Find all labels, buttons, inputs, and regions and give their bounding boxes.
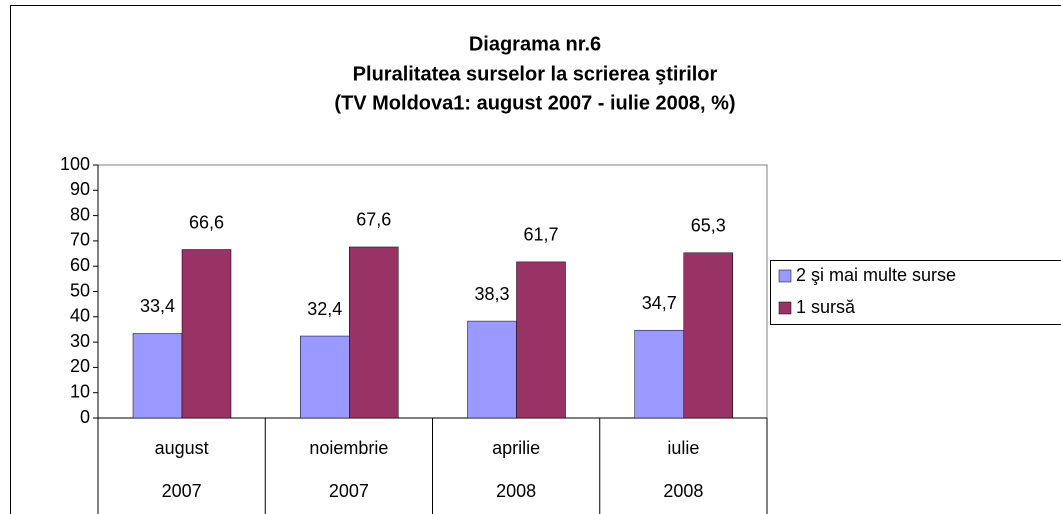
x-tick-label-year: 2008 xyxy=(663,481,703,501)
data-label: 61,7 xyxy=(523,225,558,245)
x-tick-label: aprilie xyxy=(492,438,540,458)
bar xyxy=(349,246,399,419)
y-tick-label: 80 xyxy=(70,204,90,224)
bar xyxy=(132,333,183,419)
bar xyxy=(516,261,566,419)
legend xyxy=(770,260,1061,325)
bar xyxy=(181,249,232,419)
data-label: 38,3 xyxy=(474,284,509,304)
y-tick-label: 30 xyxy=(70,331,90,351)
y-tick-label: 0 xyxy=(80,407,90,427)
x-tick-label-year: 2007 xyxy=(329,481,369,501)
y-tick-label: 60 xyxy=(70,255,90,275)
data-label: 33,4 xyxy=(140,296,175,316)
bar xyxy=(467,320,517,419)
bar xyxy=(300,335,350,419)
chart-subtitle: (TV Moldova1: august 2007 - iulie 2008, … xyxy=(334,92,735,114)
y-tick-label: 10 xyxy=(70,381,90,401)
x-tick-label: august xyxy=(155,438,209,458)
bar xyxy=(634,329,684,419)
data-label: 66,6 xyxy=(189,212,224,232)
legend-label: 2 şi mai multe surse xyxy=(796,265,956,285)
legend-swatch xyxy=(778,269,792,283)
y-tick-label: 40 xyxy=(70,306,90,326)
data-label: 67,6 xyxy=(356,210,391,230)
y-tick-label: 20 xyxy=(70,356,90,376)
x-tick-label: noiembrie xyxy=(309,438,388,458)
chart-subtitle: Pluralitatea surselor la scrierea ştiril… xyxy=(353,63,718,85)
y-tick-label: 90 xyxy=(70,179,90,199)
y-tick-label: 100 xyxy=(60,154,90,174)
x-tick-label-year: 2008 xyxy=(496,481,536,501)
legend-swatch xyxy=(778,301,792,315)
bar xyxy=(683,252,733,419)
x-tick-label: iulie xyxy=(667,438,699,458)
data-label: 65,3 xyxy=(691,216,726,236)
x-tick-label-year: 2007 xyxy=(162,481,202,501)
data-label: 32,4 xyxy=(307,299,342,319)
chart-title: Diagrama nr.6 xyxy=(469,33,601,55)
legend-label: 1 sursă xyxy=(796,297,856,317)
y-tick-label: 50 xyxy=(70,280,90,300)
data-label: 34,7 xyxy=(642,293,677,313)
y-tick-label: 70 xyxy=(70,230,90,250)
